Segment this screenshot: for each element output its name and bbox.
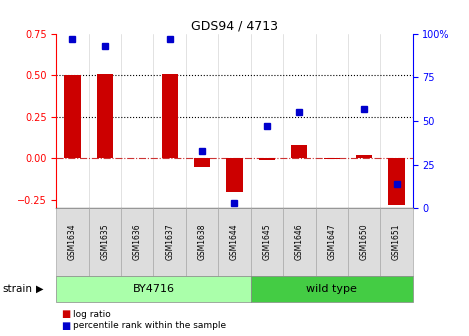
Text: GSM1634: GSM1634: [68, 223, 77, 260]
Bar: [97, 74, 113, 158]
Bar: [259, 158, 275, 160]
Text: ■: ■: [61, 309, 70, 319]
Text: log ratio: log ratio: [73, 310, 110, 319]
Text: BY4716: BY4716: [132, 284, 174, 294]
Bar: [388, 158, 405, 205]
Text: ■: ■: [61, 321, 70, 331]
Text: GSM1638: GSM1638: [197, 224, 207, 260]
Text: GSM1644: GSM1644: [230, 223, 239, 260]
Text: GSM1637: GSM1637: [165, 223, 174, 260]
Title: GDS94 / 4713: GDS94 / 4713: [191, 19, 278, 33]
Text: GSM1646: GSM1646: [295, 223, 304, 260]
Bar: [162, 74, 178, 158]
Text: ▶: ▶: [36, 284, 44, 294]
Text: GSM1651: GSM1651: [392, 224, 401, 260]
Bar: [324, 158, 340, 159]
Bar: [291, 145, 307, 158]
Bar: [194, 158, 210, 167]
Bar: [64, 75, 81, 158]
Text: GSM1645: GSM1645: [262, 223, 272, 260]
Text: wild type: wild type: [306, 284, 357, 294]
Text: GSM1647: GSM1647: [327, 223, 336, 260]
Bar: [227, 158, 242, 192]
Text: strain: strain: [2, 284, 32, 294]
Text: GSM1635: GSM1635: [100, 223, 109, 260]
Text: GSM1636: GSM1636: [133, 223, 142, 260]
Text: percentile rank within the sample: percentile rank within the sample: [73, 322, 226, 330]
Bar: [356, 155, 372, 158]
Text: GSM1650: GSM1650: [360, 223, 369, 260]
